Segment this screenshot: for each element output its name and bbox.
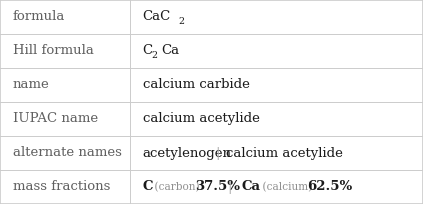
Text: Ca: Ca — [242, 181, 261, 194]
Text: IUPAC name: IUPAC name — [13, 112, 98, 125]
Text: C: C — [143, 44, 153, 58]
Text: mass fractions: mass fractions — [13, 181, 110, 194]
Text: 62.5%: 62.5% — [308, 181, 353, 194]
Text: alternate names: alternate names — [13, 146, 122, 160]
Text: |: | — [227, 181, 231, 194]
Text: calcium acetylide: calcium acetylide — [226, 146, 343, 160]
Text: 2: 2 — [152, 51, 158, 60]
Text: calcium acetylide: calcium acetylide — [143, 112, 259, 125]
Text: 2: 2 — [179, 17, 184, 26]
Text: C: C — [143, 181, 153, 194]
Text: CaC: CaC — [143, 10, 171, 23]
Text: |: | — [216, 146, 220, 160]
Text: (carbon): (carbon) — [151, 182, 203, 192]
Text: Hill formula: Hill formula — [13, 44, 94, 58]
Text: formula: formula — [13, 10, 66, 23]
Text: (calcium): (calcium) — [259, 182, 316, 192]
Text: Ca: Ca — [161, 44, 179, 58]
Text: 37.5%: 37.5% — [195, 181, 240, 194]
Text: acetylenogen: acetylenogen — [143, 146, 231, 160]
Text: name: name — [13, 79, 50, 92]
Text: calcium carbide: calcium carbide — [143, 79, 250, 92]
